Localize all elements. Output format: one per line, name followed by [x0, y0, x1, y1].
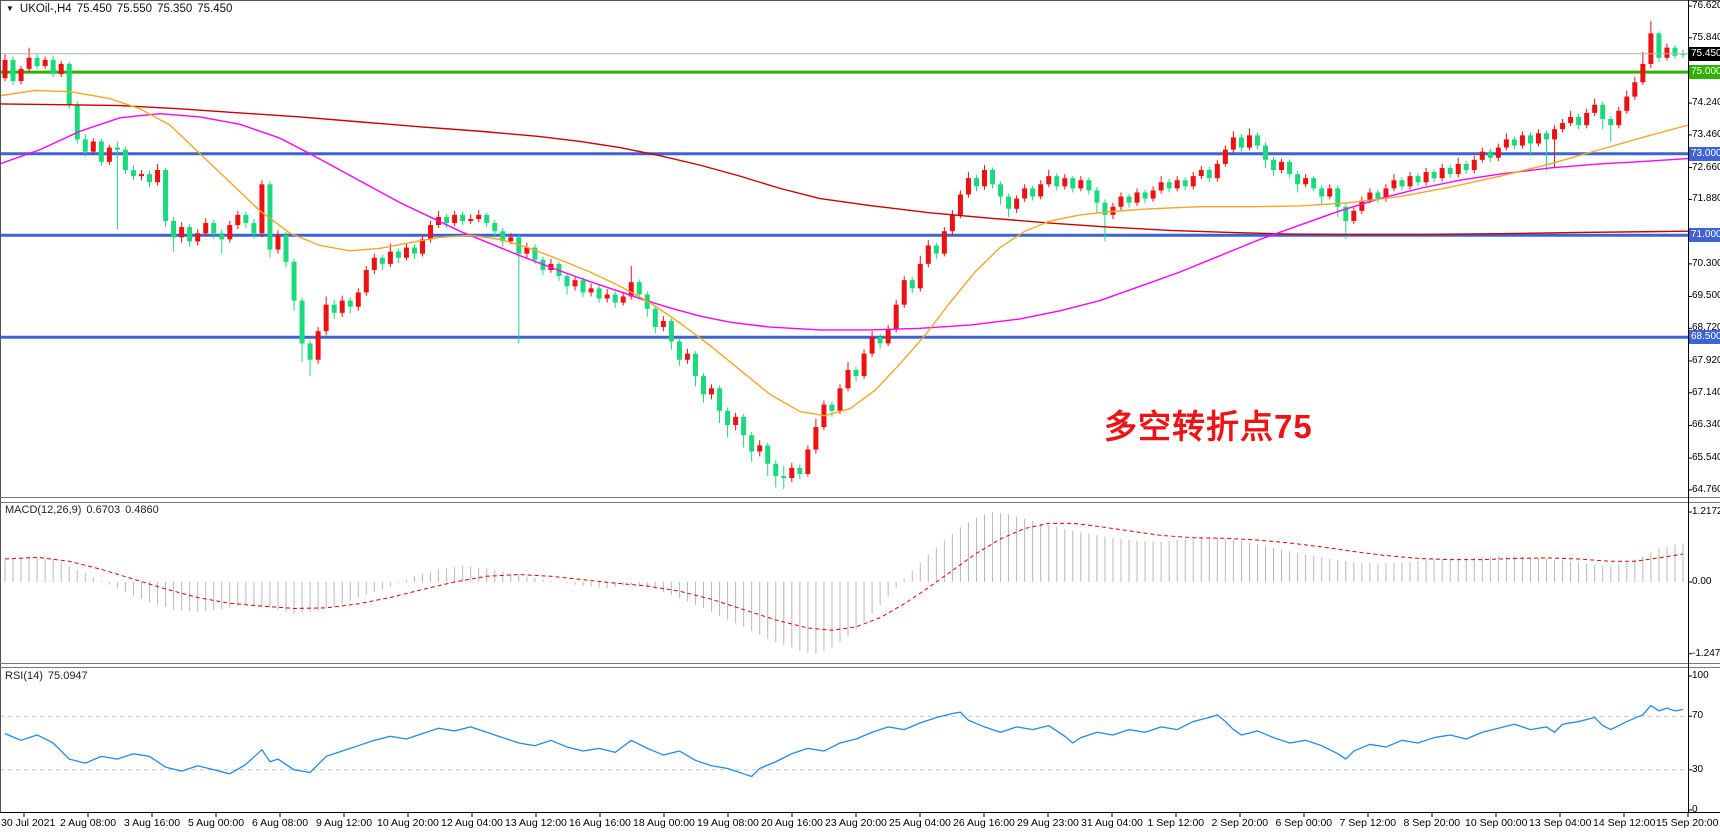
- price-axis-label: 70.300: [1692, 257, 1720, 269]
- time-axis-label: 25 Aug 04:00: [889, 817, 951, 829]
- time-axis-label: 6 Aug 08:00: [252, 817, 309, 829]
- quote-low: 75.350: [157, 3, 193, 15]
- rsi-axis-label: 0: [1692, 804, 1698, 815]
- ma-red: [0, 103, 1689, 236]
- rsi-line: [4, 704, 1684, 778]
- ma-magenta: [0, 113, 1689, 331]
- quote-open: 75.450: [76, 3, 112, 15]
- time-axis-label: 6 Sep 00:00: [1275, 817, 1333, 829]
- price-axis-label: 64.760: [1692, 483, 1720, 495]
- time-axis-label: 15 Sep 20:00: [1656, 817, 1719, 829]
- time-axis-label: 5 Aug 00:00: [188, 817, 245, 829]
- ma-orange: [0, 89, 1689, 417]
- time-axis-label: 30 Jul 2021: [1, 817, 56, 829]
- macd-value-main: 0.6703: [86, 504, 121, 516]
- time-axis-label: 23 Aug 20:00: [825, 817, 887, 829]
- rsi-value: 75.0947: [47, 670, 88, 682]
- time-axis-label: 19 Aug 08:00: [697, 817, 759, 829]
- rsi-indicator-label: RSI(14) 75.0947: [5, 670, 93, 682]
- time-axis-label: 1 Sep 12:00: [1147, 817, 1205, 829]
- price-axis-label: 75.840: [1692, 31, 1720, 43]
- symbol-timeframe-label: UKOil-,H4: [19, 3, 72, 15]
- price-level-badge: 73.000: [1689, 146, 1720, 161]
- price-axis-label: 66.340: [1692, 419, 1720, 431]
- time-axis-label: 3 Aug 16:00: [124, 817, 181, 829]
- time-axis-label: 20 Aug 16:00: [761, 817, 823, 829]
- quote-high: 75.550: [116, 3, 153, 15]
- quote-close: 75.450: [197, 3, 233, 15]
- price-axis-label: 71.880: [1692, 193, 1720, 205]
- price-axis-label: 68.720: [1692, 322, 1720, 334]
- rsi-axis-label: 100: [1692, 670, 1709, 681]
- price-axis-label: 67.920: [1692, 354, 1720, 366]
- time-axis-label: 14 Sep 12:00: [1593, 817, 1656, 829]
- price-axis-label: 67.140: [1692, 386, 1720, 398]
- time-axis-label: 2 Aug 08:00: [60, 817, 117, 829]
- price-axis-label: 72.660: [1692, 161, 1720, 173]
- price-axis-label: 65.540: [1692, 452, 1720, 464]
- price-level-badge: 75.000: [1689, 65, 1720, 80]
- time-axis-label: 13 Aug 12:00: [505, 817, 567, 829]
- candlestick-series: [2, 21, 1686, 490]
- macd-name: MACD(12,26,9): [5, 504, 82, 516]
- time-axis-label: 10 Sep 00:00: [1465, 817, 1528, 829]
- rsi-axis-label: 30: [1692, 763, 1704, 775]
- macd-value-signal: 0.4860: [125, 504, 159, 516]
- macd-histogram: [4, 512, 1684, 654]
- rsi-name: RSI(14): [5, 670, 43, 682]
- macd-axis-label: -1.2479: [1692, 647, 1720, 659]
- time-axis-label: 2 Sep 20:00: [1211, 817, 1269, 829]
- price-axis-label: 76.620: [1692, 0, 1720, 11]
- time-axis-label: 8 Sep 20:00: [1403, 817, 1461, 829]
- time-axis-label: 7 Sep 12:00: [1339, 817, 1397, 829]
- time-axis-label: 18 Aug 00:00: [633, 817, 695, 829]
- macd-axis-label: 1.2172: [1692, 506, 1720, 517]
- price-level-badge: 68.500: [1689, 330, 1720, 345]
- time-axis-label: 31 Aug 04:00: [1081, 817, 1143, 829]
- price-level-badge: 71.000: [1689, 228, 1720, 243]
- time-axis-label: 9 Aug 12:00: [316, 817, 373, 829]
- price-axis-label: 69.500: [1692, 290, 1720, 302]
- macd-indicator-label: MACD(12,26,9) 0.6703 0.4860: [5, 504, 164, 516]
- rsi-axis-label: 70: [1692, 710, 1704, 722]
- time-axis-label: 29 Aug 23:00: [1017, 817, 1079, 829]
- price-level-badge: 75.450: [1689, 46, 1720, 61]
- macd-axis-label: 0.00: [1692, 576, 1712, 587]
- annotation-text: 多空转折点75: [1104, 408, 1313, 445]
- time-axis-label: 10 Aug 20:00: [377, 817, 439, 829]
- time-axis-label: 26 Aug 16:00: [953, 817, 1015, 829]
- time-axis-label: 12 Aug 04:00: [441, 817, 503, 829]
- chart-header: ▼ UKOil-,H4 75.450 75.550 75.350 75.450: [6, 3, 232, 15]
- symbol-dropdown-icon[interactable]: ▼: [6, 4, 14, 13]
- price-axis-label: 73.460: [1692, 128, 1720, 140]
- macd-signal-line: [4, 522, 1684, 631]
- time-axis-label: 16 Aug 16:00: [569, 817, 631, 829]
- time-axis-label: 13 Sep 04:00: [1529, 817, 1592, 829]
- price-axis-label: 74.240: [1692, 97, 1720, 109]
